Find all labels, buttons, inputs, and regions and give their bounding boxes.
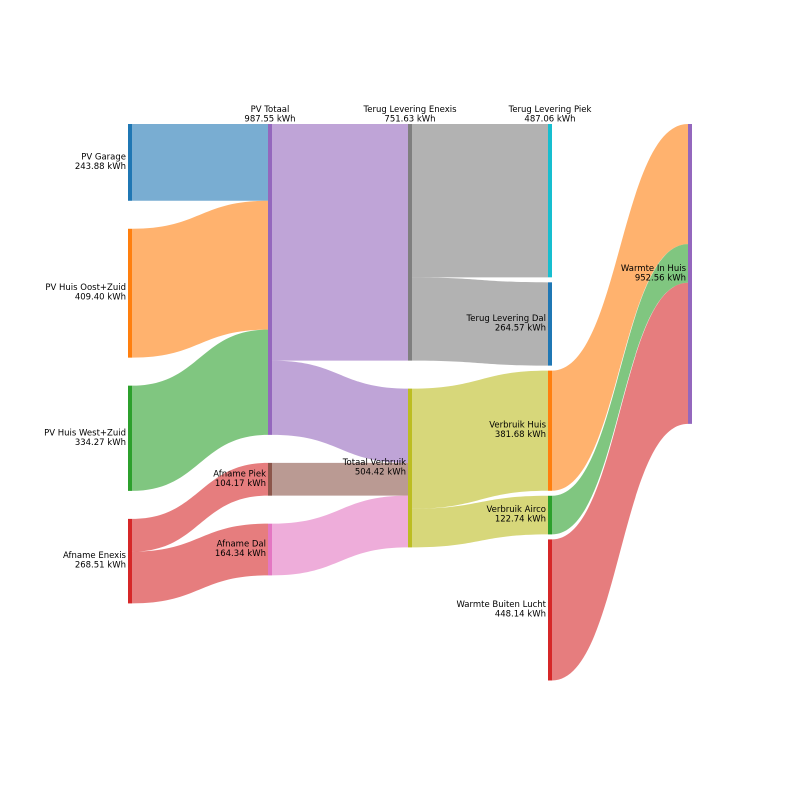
link-pv_totaal-to-totaal_verbruik — [272, 360, 408, 463]
label-name-pv_totaal: PV Totaal — [251, 105, 290, 115]
label-name-warmte_buiten: Warmte Buiten Lucht — [456, 600, 546, 610]
link-totaal_verbruik-to-verbruik_airco — [412, 495, 548, 548]
label-value-totaal_verbruik: 504.42 kWh — [355, 468, 406, 478]
label-terug_piek: Terug Levering Piek 487.06 kWh — [508, 105, 592, 125]
label-verbruik_huis: Verbruik Huis 381.68 kWh — [489, 421, 546, 441]
link-terug_enexis-to-terug_piek — [412, 124, 548, 278]
link-terug_enexis-to-terug_dal — [412, 277, 548, 366]
label-pv_totaal: PV Totaal 987.55 kWh — [244, 105, 295, 125]
label-terug_enexis: Terug Levering Enexis 751.63 kWh — [362, 105, 457, 125]
node-warmte_huis — [688, 124, 692, 424]
label-name-verbruik_airco: Verbruik Airco — [487, 505, 547, 515]
label-name-terug_piek: Terug Levering Piek — [508, 105, 592, 115]
node-afname_enexis — [128, 518, 132, 604]
label-name-verbruik_huis: Verbruik Huis — [489, 421, 546, 431]
label-value-afname_enexis: 268.51 kWh — [75, 561, 126, 571]
label-pv_west: PV Huis West+Zuid 334.27 kWh — [44, 428, 126, 448]
label-verbruik_airco: Verbruik Airco 122.74 kWh — [487, 505, 547, 525]
node-verbruik_airco — [548, 495, 552, 535]
node-afname_dal — [268, 523, 272, 576]
label-name-terug_enexis: Terug Levering Enexis — [362, 105, 457, 115]
label-name-afname_dal: Afname Dal — [217, 540, 266, 550]
label-name-warmte_huis: Warmte In Huis — [621, 264, 687, 274]
label-value-verbruik_huis: 381.68 kWh — [495, 430, 546, 440]
label-value-warmte_buiten: 448.14 kWh — [495, 609, 546, 619]
label-name-terug_dal: Terug Levering Dal — [466, 314, 547, 324]
node-verbruik_huis — [548, 370, 552, 491]
label-value-terug_enexis: 751.63 kWh — [384, 115, 435, 125]
label-value-pv_garage: 243.88 kWh — [75, 162, 126, 172]
label-name-afname_piek: Afname Piek — [213, 469, 266, 479]
link-pv_totaal-to-terug_enexis — [272, 124, 408, 361]
label-value-terug_piek: 487.06 kWh — [524, 115, 575, 125]
label-value-warmte_huis: 952.56 kWh — [635, 273, 686, 283]
label-name-pv_west: PV Huis West+Zuid — [44, 428, 126, 438]
label-afname_piek: Afname Piek 104.17 kWh — [213, 469, 266, 489]
sankey-links — [132, 124, 688, 681]
sankey-nodes — [128, 124, 692, 681]
link-pv_garage-to-pv_totaal — [132, 124, 268, 201]
node-pv_oost — [128, 228, 132, 358]
link-pv_oost-to-pv_totaal — [132, 200, 268, 358]
label-name-pv_oost: PV Huis Oost+Zuid — [45, 283, 126, 293]
node-pv_west — [128, 385, 132, 491]
node-terug_enexis — [408, 124, 412, 361]
link-afname_piek-to-totaal_verbruik — [272, 462, 408, 496]
node-pv_totaal — [268, 124, 272, 435]
sankey-labels: PV Garage 243.88 kWh PV Huis Oost+Zuid 409.… — [44, 105, 686, 619]
link-afname_dal-to-totaal_verbruik — [272, 495, 408, 576]
label-value-verbruik_airco: 122.74 kWh — [495, 515, 546, 525]
node-afname_piek — [268, 462, 272, 496]
label-name-pv_garage: PV Garage — [81, 152, 126, 162]
node-terug_piek — [548, 124, 552, 278]
label-pv_garage: PV Garage 243.88 kWh — [75, 152, 126, 172]
label-value-terug_dal: 264.57 kWh — [495, 323, 546, 333]
label-afname_enexis: Afname Enexis 268.51 kWh — [63, 551, 127, 571]
label-pv_oost: PV Huis Oost+Zuid 409.40 kWh — [45, 283, 126, 303]
node-warmte_buiten — [548, 539, 552, 681]
label-name-afname_enexis: Afname Enexis — [63, 551, 127, 561]
label-afname_dal: Afname Dal 164.34 kWh — [215, 540, 266, 560]
link-totaal_verbruik-to-verbruik_huis — [412, 370, 548, 509]
node-pv_garage — [128, 124, 132, 201]
link-verbruik_airco-to-warmte_huis — [552, 244, 688, 535]
node-totaal_verbruik — [408, 388, 412, 548]
label-name-totaal_verbruik: Totaal Verbruik — [342, 458, 406, 468]
label-totaal_verbruik: Totaal Verbruik 504.42 kWh — [342, 458, 406, 478]
link-verbruik_huis-to-warmte_huis — [552, 124, 688, 491]
link-afname_enexis-to-afname_piek — [132, 462, 268, 552]
link-warmte_buiten-to-warmte_huis — [552, 282, 688, 681]
link-pv_west-to-pv_totaal — [132, 329, 268, 491]
label-terug_dal: Terug Levering Dal 264.57 kWh — [466, 314, 547, 334]
label-value-pv_totaal: 987.55 kWh — [244, 115, 295, 125]
node-terug_dal — [548, 282, 552, 366]
label-value-afname_dal: 164.34 kWh — [215, 549, 266, 559]
label-value-pv_west: 334.27 kWh — [75, 438, 126, 448]
link-afname_enexis-to-afname_dal — [132, 523, 268, 604]
label-warmte_huis: Warmte In Huis 952.56 kWh — [621, 264, 687, 284]
label-value-pv_oost: 409.40 kWh — [75, 293, 126, 303]
label-warmte_buiten: Warmte Buiten Lucht 448.14 kWh — [456, 600, 546, 620]
label-value-afname_piek: 104.17 kWh — [215, 479, 266, 489]
